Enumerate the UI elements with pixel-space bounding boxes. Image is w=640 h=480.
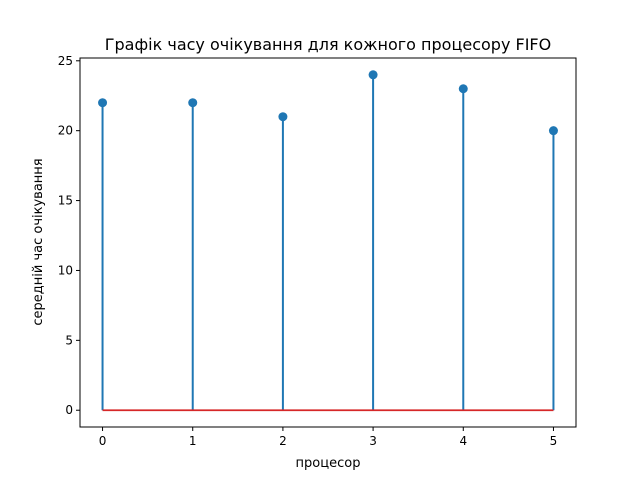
y-tick-label: 15 <box>58 194 73 208</box>
stem-marker <box>188 98 198 108</box>
stem-marker <box>278 112 288 122</box>
chart-title: Графік часу очікування для кожного проце… <box>105 35 551 54</box>
x-tick-label: 4 <box>459 434 467 448</box>
chart-marks <box>98 70 558 412</box>
y-axis-label: середній час очікування <box>31 158 46 325</box>
stem-marker <box>458 84 468 94</box>
y-tick-label: 10 <box>58 263 73 277</box>
x-tick-label: 3 <box>369 434 377 448</box>
y-tick-label: 20 <box>58 124 73 138</box>
x-axis-ticks: 0 1 2 3 4 5 <box>99 427 558 448</box>
plot-frame <box>79 57 577 428</box>
x-tick-label: 5 <box>550 434 558 448</box>
x-tick-label: 2 <box>279 434 287 448</box>
y-axis-ticks: 0 5 10 15 20 25 <box>58 54 80 417</box>
y-tick-label: 25 <box>58 54 73 68</box>
y-tick-label: 0 <box>65 403 73 417</box>
y-tick-label: 5 <box>65 333 73 347</box>
x-tick-label: 1 <box>189 434 197 448</box>
stem-marker <box>548 126 558 136</box>
x-axis-label: процесор <box>296 456 361 471</box>
stem-marker <box>368 70 378 80</box>
stem-marker <box>98 98 108 108</box>
x-tick-label: 0 <box>99 434 107 448</box>
